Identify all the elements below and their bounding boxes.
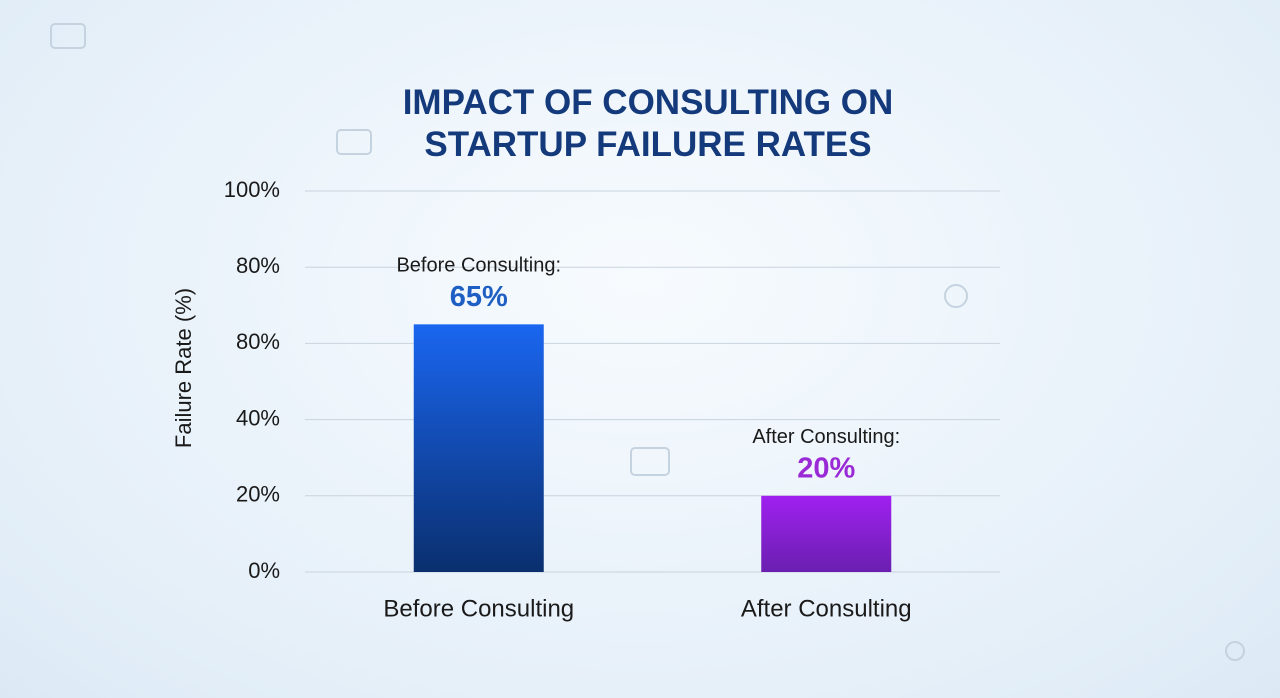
- y-tick-label: 80%: [236, 253, 280, 278]
- value-label: 20%: [797, 452, 855, 484]
- briefcase-icon: [50, 23, 86, 49]
- bar-annotation: Before Consulting:: [396, 255, 561, 277]
- bar: [761, 495, 892, 572]
- briefcase-icon: [630, 447, 670, 476]
- x-tick-label: Before Consulting: [383, 595, 574, 622]
- lightbulb-icon: [944, 284, 968, 308]
- bar-annotation: After Consulting:: [752, 426, 900, 448]
- x-tick-label: After Consulting: [741, 595, 912, 622]
- value-label: 65%: [450, 281, 508, 313]
- decoration: [50, 23, 1245, 661]
- y-tick-label: 0%: [248, 558, 280, 583]
- y-tick-label: 40%: [236, 405, 280, 430]
- briefcase-icon: [336, 129, 372, 155]
- y-tick-label: 100%: [224, 177, 280, 202]
- lightbulb-icon: [1225, 641, 1245, 661]
- y-tick-label: 20%: [236, 482, 280, 507]
- chart-title: IMPACT OF CONSULTING ON STARTUP FAILURE …: [402, 83, 894, 164]
- y-axis-label: Failure Rate (%): [171, 288, 196, 448]
- y-tick-label: 80%: [236, 329, 280, 354]
- bar: [413, 324, 544, 572]
